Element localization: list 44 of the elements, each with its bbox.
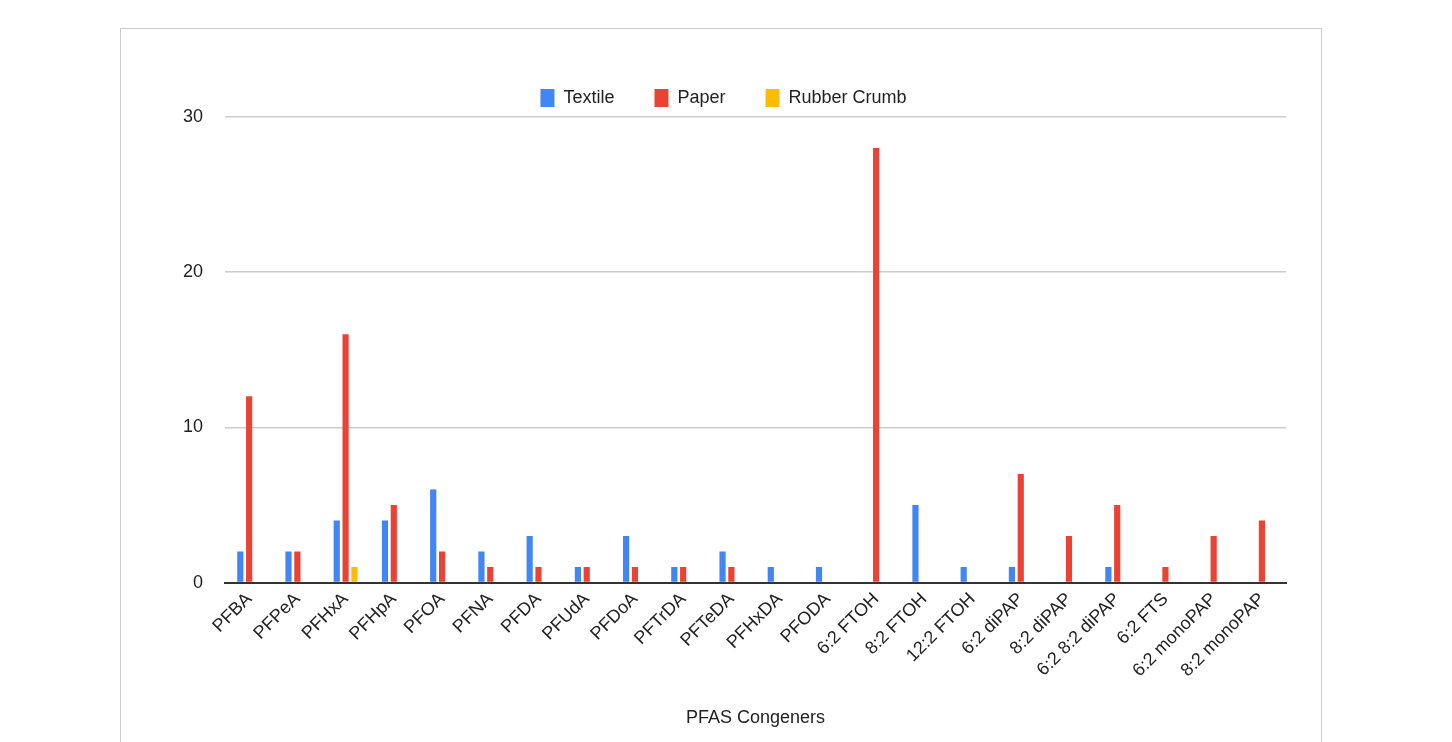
bar — [583, 567, 590, 582]
y-tick-label: 0 — [193, 571, 204, 592]
y-tick-label: 20 — [182, 261, 204, 282]
bar — [390, 504, 397, 582]
bar — [342, 334, 349, 582]
legend-label: Textile — [563, 86, 615, 107]
bar — [333, 520, 340, 582]
bar — [631, 567, 639, 582]
legend-label: Paper — [677, 86, 726, 107]
bar — [1065, 535, 1073, 582]
y-tick-label: 30 — [182, 105, 204, 126]
bar — [381, 520, 389, 582]
bar — [438, 551, 446, 582]
bar — [767, 567, 774, 582]
bar — [1008, 567, 1016, 582]
bar — [351, 567, 358, 582]
bar — [487, 567, 494, 582]
bar — [680, 567, 687, 582]
legend-label: Rubber Crumb — [788, 86, 907, 107]
bar — [294, 551, 301, 582]
bar — [1017, 473, 1024, 582]
bar — [815, 567, 823, 582]
bar — [237, 551, 244, 582]
bar — [872, 148, 880, 582]
bar — [430, 489, 437, 582]
bar — [1258, 520, 1265, 582]
bar — [960, 567, 967, 582]
x-axis-title: PFAS Congeners — [685, 707, 826, 728]
bar — [719, 551, 726, 582]
bar — [623, 535, 630, 582]
bar — [1162, 567, 1169, 582]
bar — [1105, 567, 1112, 582]
bar — [526, 535, 533, 582]
bar — [574, 567, 581, 582]
bar — [1114, 504, 1121, 582]
bar — [478, 551, 485, 582]
bar — [1210, 535, 1217, 582]
bar — [671, 567, 678, 582]
y-tick-label: 10 — [182, 416, 204, 437]
bar — [285, 551, 292, 582]
bar — [246, 396, 253, 582]
bar — [912, 504, 919, 582]
bar — [728, 567, 735, 582]
bar — [535, 567, 542, 582]
